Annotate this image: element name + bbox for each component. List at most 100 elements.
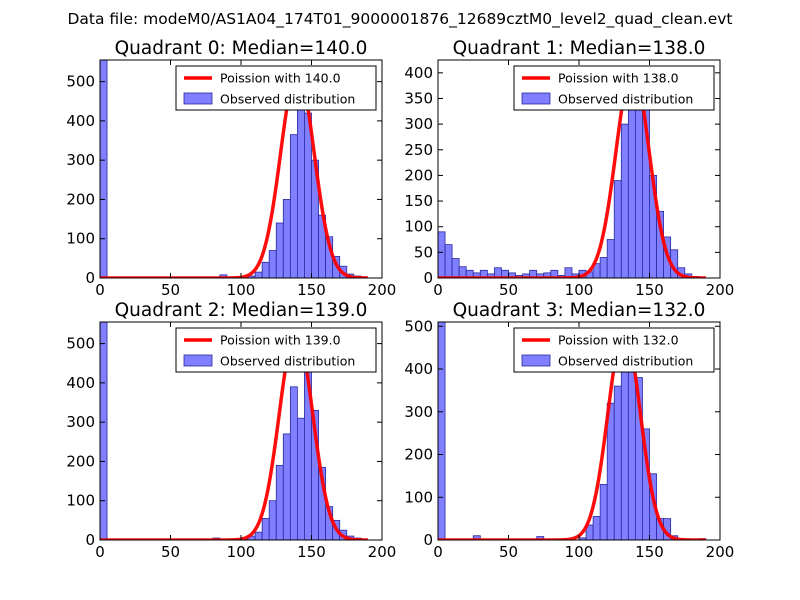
quadrant-0-bar [282,199,291,278]
quadrant-1-ytick-label: 0 [423,269,433,287]
figure-suptitle: Data file: modeM0/AS1A04_174T01_90000018… [67,10,732,29]
quadrant-1-bar [606,239,615,278]
quadrant-3-title: Quadrant 3: Median=132.0 [453,300,706,321]
quadrant-0-legend: Poission with 140.0 Observed distribution [175,65,377,111]
quadrant-1-ytick-label: 300 [404,115,433,133]
quadrant-0-bar [289,134,298,278]
quadrant-1-ytick-label: 400 [404,64,433,82]
quadrant-0-xtick-label: 100 [227,281,256,299]
quadrant-3-ytick-label: 500 [404,317,433,335]
quadrant-3-legend-label-observed: Observed distribution [558,354,693,369]
quadrant-1-bar [599,257,608,278]
quadrant-2-title: Quadrant 2: Median=139.0 [115,300,368,321]
quadrant-1-legend: Poission with 138.0 Observed distribution [513,65,715,111]
quadrant-1-bars [438,72,700,278]
quadrant-3-ytick-label: 300 [404,403,433,421]
quadrant-1-ytick-label: 100 [404,218,433,236]
quadrant-0-legend-label-fit: Poission with 140.0 [220,71,341,86]
quadrant-2-bar [296,417,305,540]
quadrant-1-bar [444,244,453,278]
quadrant-1-ytick-label: 50 [414,243,433,261]
quadrant-1-xtick-label: 100 [565,281,594,299]
quadrant-2-xtick-label: 100 [227,543,256,561]
quadrant-0-ytick-label: 0 [85,269,95,287]
quadrant-3-bar [627,368,636,540]
quadrant-3-xtick-label: 150 [635,543,664,561]
quadrant-2-legend-bar-swatch [183,354,213,367]
quadrant-0-xtick-label: 200 [368,281,397,299]
quadrant-0-ytick-label: 300 [66,151,95,169]
quadrant-1-bar [438,231,446,278]
quadrant-1-ytick-label: 150 [404,192,433,210]
quadrant-3-legend-bar-swatch [521,354,551,367]
quadrant-0-xtick-label: 0 [95,281,105,299]
quadrant-3-ytick-label: 400 [404,360,433,378]
quadrant-0-legend-bar-swatch [183,92,213,105]
quadrant-1-panel: 0 50 100 150 200 0 50 100 150 200 250 300 350 400 Quad… [404,38,734,299]
quadrant-3-legend: Poission with 132.0 Observed distribution [513,327,715,373]
quadrant-3-bar [613,385,622,540]
quadrant-0-xtick-label: 150 [297,281,326,299]
quadrant-0-bar [254,271,263,278]
quadrant-3-xtick-label: 100 [565,543,594,561]
quadrant-1-bar [635,85,643,278]
quadrant-1-xtick-label: 0 [433,281,443,299]
quadrant-2-ytick-label: 0 [85,531,95,549]
quadrant-0-ytick-label: 100 [66,230,95,248]
quadrant-1-xtick-label: 200 [706,281,735,299]
quadrant-2-bar [282,433,291,540]
quadrant-3-xtick-label: 0 [433,543,443,561]
quadrant-2-bar [289,386,298,540]
quadrant-2-bar [275,464,284,540]
quadrant-0-bar [100,60,108,278]
quadrant-3-ytick-label: 100 [404,488,433,506]
quadrant-1-ytick-label: 200 [404,166,433,184]
quadrant-0-legend-label-observed: Observed distribution [220,92,355,107]
quadrant-1-bar [451,258,460,278]
quadrant-0-panel: 0 50 100 150 200 0 100 200 300 400 500 Quadrant 0: … [66,38,396,299]
quadrant-3-panel: 0 50 100 150 200 0 100 200 300 400 500 Quadrant 3: … [404,300,734,561]
quadrant-2-ytick-label: 200 [66,452,95,470]
quadrant-1-legend-label-observed: Observed distribution [558,92,693,107]
quadrant-0-bar [275,222,284,278]
quadrant-3-poisson-line [438,328,707,540]
quadrant-2-ytick-label: 500 [66,335,95,353]
quadrant-0-ytick-label: 500 [66,73,95,91]
quadrant-2-ytick-label: 400 [66,374,95,392]
quadrant-1-legend-bar-swatch [521,92,551,105]
quadrant-0-xtick-label: 50 [161,281,180,299]
quadrant-3-legend-label-fit: Poission with 132.0 [558,333,679,348]
quadrant-0-bar [268,250,277,278]
quadrant-2-legend-label-fit: Poission with 139.0 [220,333,341,348]
quadrant-3-bar [438,322,446,540]
quadrant-3-bar [599,484,608,540]
quadrant-0-title: Quadrant 0: Median=140.0 [115,38,368,59]
quadrant-3-ytick-label: 0 [423,531,433,549]
quadrant-3-ytick-label: 200 [404,446,433,464]
quadrant-2-bar [100,322,108,540]
quadrant-3-xtick-label: 50 [499,543,518,561]
quadrant-1-legend-label-fit: Poission with 138.0 [558,71,679,86]
quadrant-2-panel: 0 50 100 150 200 0 100 200 300 400 500 Quadrant 2: … [66,300,396,561]
quadrant-1-ytick-label: 350 [404,89,433,107]
quadrant-2-legend-label-observed: Observed distribution [220,354,355,369]
quadrant-1-bar [613,180,622,278]
quadrant-1-bar [564,267,573,278]
quadrant-2-xtick-label: 150 [297,543,326,561]
quadrant-2-xtick-label: 200 [368,543,397,561]
quadrant-2-ytick-label: 300 [66,413,95,431]
quadrant-1-xtick-label: 50 [499,281,518,299]
quadrant-3-xtick-label: 200 [706,543,735,561]
quadrant-2-xtick-label: 0 [95,543,105,561]
quadrant-3-bar [620,342,629,540]
quadrant-2-xtick-label: 50 [161,543,180,561]
quadrant-1-bar [620,123,629,278]
quadrant-0-ytick-label: 400 [66,112,95,130]
quadrant-2-bar [254,531,263,540]
quadrant-1-xtick-label: 150 [635,281,664,299]
quadrant-2-ytick-label: 100 [66,492,95,510]
quadrant-0-ytick-label: 200 [66,190,95,208]
quadrant-1-title: Quadrant 1: Median=138.0 [453,38,706,59]
quadrant-0-bar [261,261,270,278]
